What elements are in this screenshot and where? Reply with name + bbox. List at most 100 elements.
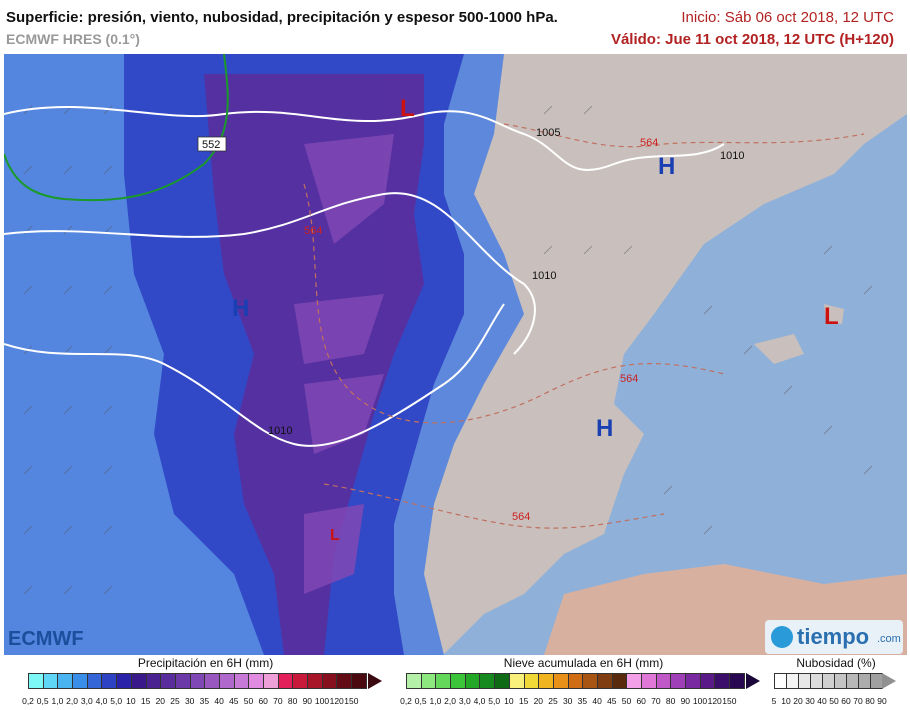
tiempo-logo-text: tiempo	[797, 624, 870, 649]
thickness-lines	[303, 123, 865, 529]
precip-legend-tick: 35	[199, 696, 210, 706]
precip-legend-tick: 25	[170, 696, 180, 706]
precip-legend-swatch	[248, 673, 264, 689]
cloud-legend-tick: 80	[865, 696, 875, 706]
high-pressure-center: H	[596, 415, 613, 442]
snow-legend-swatch	[582, 673, 598, 689]
snow-legend-swatch	[596, 673, 613, 689]
precip-legend-tick: 1,0	[51, 696, 64, 706]
precip-legend-tick: 30	[184, 696, 195, 706]
precip-legend-tick: 80	[287, 696, 298, 706]
precip-legend-swatch	[28, 673, 44, 689]
precip-legend-arrow	[368, 673, 382, 689]
precip-legend-swatch	[351, 673, 367, 689]
snow-legend-swatch	[464, 673, 481, 689]
tiempo-icon	[771, 626, 793, 648]
tiempo-logo-suffix: .com	[877, 633, 901, 645]
precip-legend-bar	[28, 673, 367, 689]
snow-legend-tick: 120	[707, 696, 722, 706]
snow-legend-tick: 100	[692, 696, 708, 706]
init-time: Inicio: Sáb 06 oct 2018, 12 UTC	[681, 9, 894, 26]
snow-legend-swatch	[538, 673, 554, 689]
snow-legend-bar	[406, 673, 745, 689]
high-pressure-center: H	[232, 295, 249, 322]
precip-core	[204, 74, 424, 655]
snow-legend-swatch	[699, 673, 716, 689]
precip-legend-swatch	[160, 673, 176, 689]
cloud-legend-tick: 90	[877, 696, 887, 706]
precip-legend-tick: 100	[314, 696, 330, 706]
precip-legend-swatch	[292, 673, 309, 689]
thickness-label: 552	[202, 139, 220, 151]
snow-legend-tick: 80	[665, 696, 676, 706]
thickness-label: 564	[620, 373, 638, 385]
cloud-legend-tick: 20	[793, 696, 803, 706]
cloud-legend-tick: 70	[853, 696, 863, 706]
precip-legend-tick: 3,0	[80, 696, 93, 706]
precip-legend-tick: 120	[329, 696, 344, 706]
snow-legend-tick: 0,5	[414, 696, 427, 706]
precip-peak	[294, 134, 394, 594]
snow-legend-tick: 90	[680, 696, 691, 706]
precip-legend-swatch	[321, 673, 338, 689]
precip-legend-tick: 15	[140, 696, 151, 706]
snow-legend-swatch	[641, 673, 657, 689]
snow-legend-tick: 150	[722, 696, 737, 706]
snow-legend-swatch	[435, 673, 452, 689]
cloud-legend-tick: 50	[829, 696, 839, 706]
snow-legend-tick: 70	[651, 696, 661, 706]
wind-barbs	[23, 105, 873, 595]
snow-legend-tick: 45	[607, 696, 617, 706]
snow-legend-tick: 30	[562, 696, 573, 706]
isobar-labels: 1005 1010 1010 1010	[268, 127, 744, 437]
thickness-552-box	[197, 136, 227, 152]
snow-legend-swatch	[670, 673, 687, 689]
cloud-legend-arrow	[882, 673, 896, 689]
isobars	[4, 105, 725, 447]
snow-legend-swatch	[523, 673, 540, 689]
precip-legend-swatch	[72, 673, 88, 689]
high-pressure-center: H	[658, 153, 675, 180]
cloud-legend-tick: 10	[781, 696, 791, 706]
low-pressure-center: L	[400, 95, 415, 122]
valid-time: Válido: Jue 11 oct 2018, 12 UTC (H+120)	[610, 31, 894, 48]
land-iberia	[384, 54, 907, 655]
thickness-label: 564	[640, 137, 658, 149]
snow-legend-swatch	[420, 673, 437, 689]
precip-legend-tick: 45	[229, 696, 239, 706]
cloud-legend-title: Nubosidad (%)	[796, 656, 876, 670]
precip-legend-tick: 150	[344, 696, 359, 706]
chart-title: Superficie: presión, viento, nubosidad, …	[6, 9, 558, 26]
pressure-centers: L H H H L L	[232, 95, 839, 544]
precip-legend-swatch	[130, 673, 147, 689]
thickness-552-line	[4, 54, 229, 202]
precip-legend-swatch	[189, 673, 206, 689]
snow-legend-swatch	[626, 673, 642, 689]
ecmwf-logo: ECMWF	[8, 628, 84, 650]
snow-legend-swatch	[508, 673, 525, 689]
precip-legend-swatch	[218, 673, 235, 689]
snow-legend-swatch	[406, 673, 422, 689]
precip-legend-swatch	[145, 673, 162, 689]
snow-legend-swatch	[729, 673, 745, 689]
snow-legend-tick: 0,2	[400, 696, 412, 706]
snow-legend-tick: 3,0	[458, 696, 471, 706]
precip-legend-tick: 10	[126, 696, 136, 706]
precip-legend-swatch	[116, 673, 132, 689]
snow-legend-swatch	[552, 673, 569, 689]
snow-legend-swatch	[567, 673, 584, 689]
low-pressure-center: L	[330, 527, 340, 544]
cloud-legend-tick: 30	[805, 696, 815, 706]
snow-legend-tick: 15	[518, 696, 529, 706]
tiempo-logo[interactable]: tiempo .com	[765, 620, 903, 654]
precip-legend-tick: 2,0	[66, 696, 79, 706]
snow-legend-arrow	[746, 673, 760, 689]
precip-legend-swatch	[42, 673, 59, 689]
precip-legend-swatch	[174, 673, 191, 689]
precip-legend-tick: 50	[243, 696, 254, 706]
snow-legend-tick: 5,0	[488, 696, 501, 706]
precip-legend-tick: 4,0	[95, 696, 108, 706]
thickness-labels: 552 564 564 564 564	[202, 137, 658, 523]
land-balearic-1	[754, 334, 804, 364]
precip-legend-tick: 20	[155, 696, 166, 706]
